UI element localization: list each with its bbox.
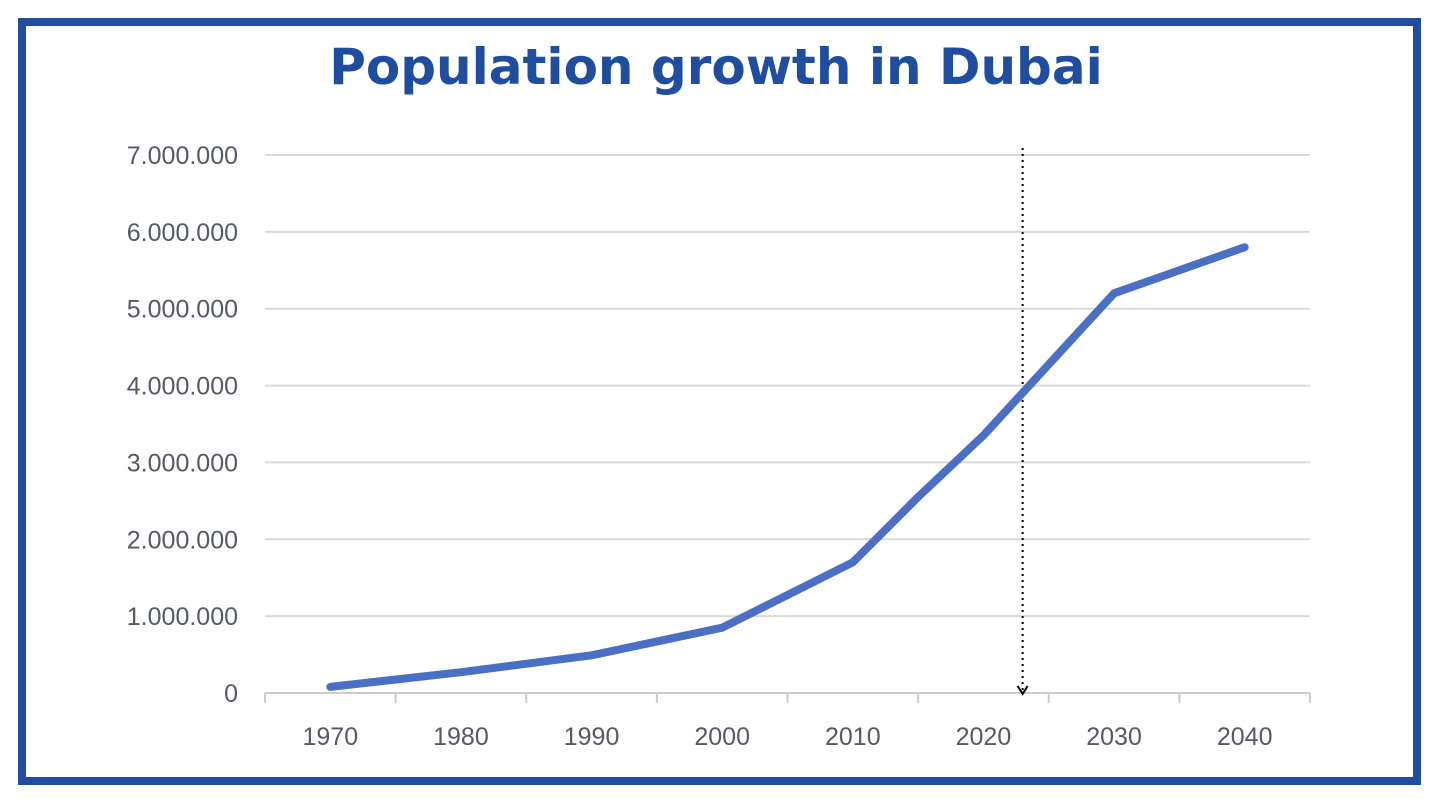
y-tick-label: 6.000.000: [127, 219, 238, 247]
x-tick-label: 2020: [956, 723, 1012, 751]
y-tick-label: 0: [224, 680, 238, 708]
series-line: [326, 243, 1249, 691]
x-axis-ticks: 1970 1980 1990 2000 2010 2020 2030 2040: [303, 723, 1273, 751]
x-tick-label: 2040: [1217, 723, 1273, 751]
x-tick-label: 2030: [1086, 723, 1142, 751]
y-tick-label: 4.000.000: [127, 373, 238, 401]
series-group: [326, 243, 1249, 691]
chart-frame: [18, 18, 1421, 785]
x-tick-label: 1980: [433, 723, 489, 751]
x-tick-label: 1990: [564, 723, 620, 751]
projection-marker: [1016, 148, 1029, 696]
y-tick-label: 1.000.000: [127, 603, 238, 631]
y-axis-ticks: 0 1.000.000 2.000.000 3.000.000 4.000.000 5.0…: [127, 142, 238, 708]
gridlines: [265, 154, 1310, 618]
chart-title: Population growth in Dubai: [329, 38, 1103, 96]
x-tick-label: 2000: [694, 723, 750, 751]
x-axis: [264, 692, 1311, 703]
y-tick-label: 5.000.000: [127, 296, 238, 324]
y-tick-label: 7.000.000: [127, 142, 238, 170]
marker-arrowhead: [1016, 685, 1029, 696]
y-tick-label: 2.000.000: [127, 526, 238, 554]
x-tick-label: 1970: [303, 723, 359, 751]
x-tick-label: 2010: [825, 723, 881, 751]
y-tick-label: 3.000.000: [127, 449, 238, 477]
